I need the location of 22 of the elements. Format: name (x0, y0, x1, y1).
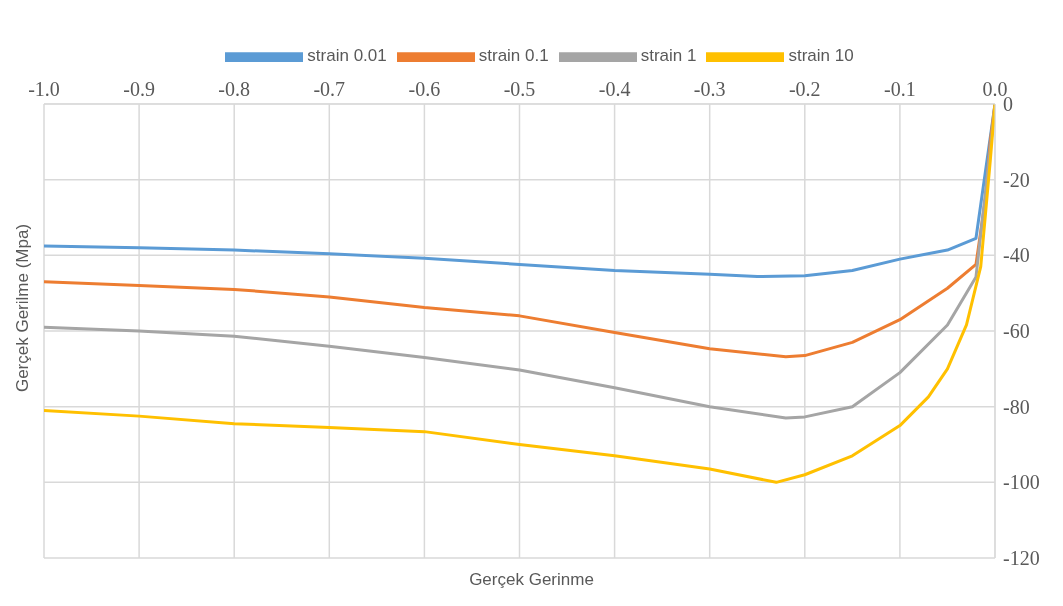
legend-label: strain 0.1 (478, 46, 549, 66)
x-tick-label: -0.7 (313, 78, 346, 100)
legend-label: strain 1 (640, 46, 697, 66)
x-tick-label: -0.4 (598, 78, 631, 100)
y-tick-label: -80 (1003, 395, 1030, 418)
legend-label: strain 10 (788, 46, 854, 66)
y-tick-label: -120 (1003, 547, 1040, 570)
y-axis-title: Gerçek Gerilme (Mpa) (13, 223, 33, 393)
x-tick-label: -0.9 (123, 78, 155, 100)
x-tick-label: -0.6 (408, 78, 441, 100)
x-tick-label: -0.8 (218, 78, 251, 100)
y-tick-label: -20 (1003, 168, 1030, 191)
y-tick-label: -100 (1003, 471, 1040, 494)
y-tick-label: -60 (1003, 320, 1030, 343)
x-axis-title: Gerçek Gerinme (468, 570, 595, 590)
x-tick-label: -0.3 (693, 78, 726, 100)
x-tick-label: -1.0 (28, 78, 60, 100)
x-tick-label: -0.5 (503, 78, 536, 100)
y-tick-label: -40 (1003, 244, 1030, 267)
x-tick-label: -0.1 (884, 78, 916, 100)
legend-label: strain 0.01 (307, 46, 387, 66)
x-tick-label: -0.2 (788, 78, 821, 100)
